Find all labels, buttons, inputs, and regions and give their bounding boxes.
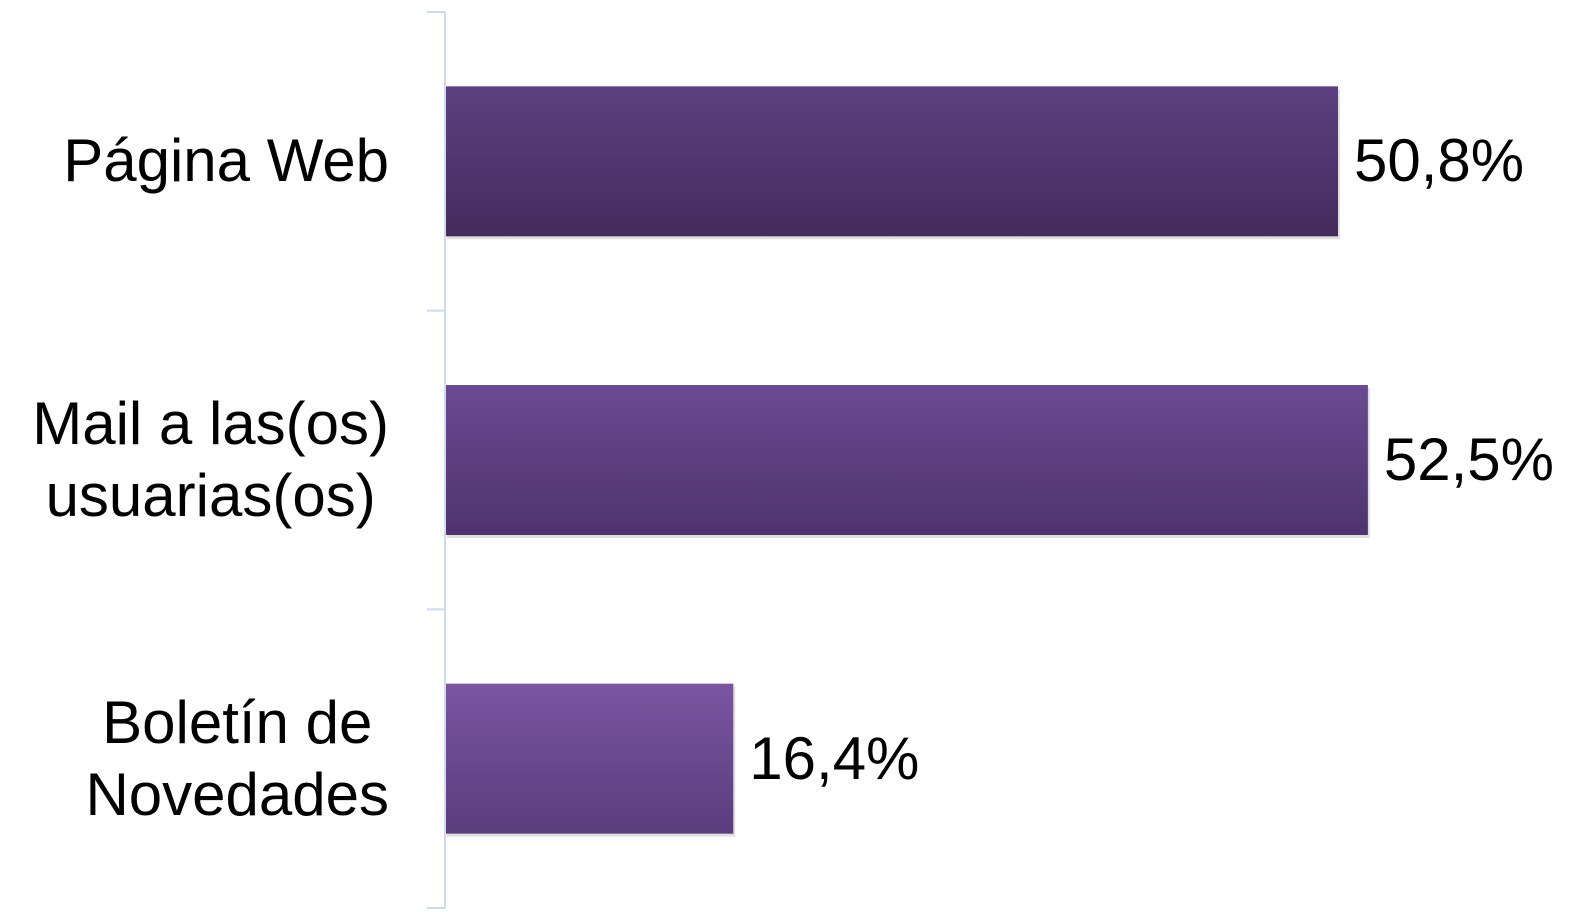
bar (445, 86, 1338, 237)
data-label: 16,4% (749, 724, 920, 792)
category-label: Mail a las(os) usuarias(os) (32, 390, 389, 529)
bar (445, 683, 734, 834)
category-label: Boletín de Novedades (85, 688, 389, 828)
data-label: 50,8% (1354, 127, 1525, 195)
category-label: Página Web (63, 127, 389, 195)
data-label: 52,5% (1383, 426, 1555, 493)
bar (445, 385, 1368, 535)
